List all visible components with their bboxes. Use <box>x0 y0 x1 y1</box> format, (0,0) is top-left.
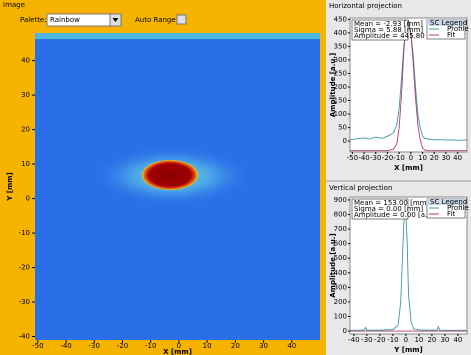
x-axis-label: X [mm] <box>394 164 423 172</box>
y-tick-label: 100 <box>334 110 347 118</box>
legend-label: Fit <box>447 31 455 39</box>
stats-box <box>351 198 409 220</box>
x-tick-label: 20 <box>427 336 436 344</box>
legend-label: Profile <box>447 25 469 33</box>
x-tick-label: 0 <box>404 336 408 344</box>
stat-text: Amplitude = 0.00 [a.u.] <box>354 211 437 219</box>
y-tick-label: 0 <box>343 327 347 335</box>
y-tick-label: 100 <box>334 313 347 321</box>
x-tick-label: 40 <box>453 154 462 162</box>
y-tick-label: 30 <box>21 91 30 99</box>
legend-title: SC Legend <box>430 198 467 206</box>
x-tick-label: -10 <box>145 342 156 350</box>
y-tick-label: 10 <box>21 160 30 168</box>
y-tick-label: 50 <box>338 124 347 132</box>
stat-text: Mean = 153.00 [mm] <box>354 199 429 207</box>
y-axis-label: Amplitude [a.u.] <box>329 233 337 297</box>
y-tick-label: 900 <box>334 196 347 204</box>
y-tick-label: 450 <box>334 15 347 23</box>
x-tick-label: -40 <box>60 342 71 350</box>
panel-title: Vertical projection <box>329 184 392 192</box>
x-tick-label: -50 <box>32 342 43 350</box>
x-tick-label: 30 <box>259 342 268 350</box>
y-tick-label: 500 <box>334 254 347 262</box>
y-tick-label: 350 <box>334 42 347 50</box>
legend-header <box>427 20 465 26</box>
x-tick-label: -20 <box>382 154 393 162</box>
x-tick-label: 30 <box>441 154 450 162</box>
stat-text: Sigma = 0.00 [mm] <box>354 205 423 213</box>
x-tick-label: -30 <box>361 336 372 344</box>
x-tick-label: 10 <box>414 336 423 344</box>
stat-text: Amplitude = 445.80 [a.u.] <box>354 32 446 40</box>
stat-text: Mean = -2.93 [mm] <box>354 20 423 28</box>
plot-area <box>349 17 468 153</box>
auto-range-label: Auto Range: <box>135 16 178 24</box>
legend-title: SC Legend <box>430 19 467 27</box>
palette-label: Palette: <box>20 16 47 24</box>
x-axis-label: X [mm] <box>163 348 192 355</box>
y-tick-label: 400 <box>334 269 347 277</box>
dropdown-arrow <box>112 18 119 22</box>
beam-core <box>142 160 198 190</box>
y-tick-label: -40 <box>19 333 30 341</box>
y-tick-label: 200 <box>334 83 347 91</box>
palette-value: Rainbow <box>50 16 80 24</box>
x-tick-label: -20 <box>117 342 128 350</box>
x-tick-label: 20 <box>430 154 439 162</box>
x-axis-label: Y [mm] <box>393 346 423 354</box>
stat-text: Sigma = 5.88 [mm] <box>354 26 423 34</box>
heatmap-edge <box>35 33 320 39</box>
x-tick-label: -50 <box>347 154 358 162</box>
y-tick-label: 0 <box>26 195 30 203</box>
x-tick-label: -10 <box>387 336 398 344</box>
legend-label: Profile <box>447 204 469 212</box>
x-tick-label: -10 <box>393 154 404 162</box>
x-tick-label: -20 <box>374 336 385 344</box>
y-tick-label: 300 <box>334 56 347 64</box>
y-tick-label: 250 <box>334 69 347 77</box>
y-axis-label: Amplitude [a.u.] <box>329 53 337 117</box>
auto-range-checkbox[interactable] <box>176 14 187 25</box>
x-tick-label: 40 <box>453 336 462 344</box>
x-tick-label: 20 <box>231 342 240 350</box>
y-tick-label: 200 <box>334 298 347 306</box>
stats-box <box>351 19 409 41</box>
panel-title: Horizontal projection <box>329 2 402 10</box>
y-tick-label: 20 <box>21 126 30 134</box>
x-tick-label: 30 <box>440 336 449 344</box>
y-tick-label: 150 <box>334 97 347 105</box>
y-tick-label: -10 <box>19 229 30 237</box>
plot-area <box>349 196 468 335</box>
y-tick-label: -30 <box>19 298 30 306</box>
series-line <box>350 20 467 152</box>
x-tick-label: -30 <box>89 342 100 350</box>
x-tick-label: 10 <box>203 342 212 350</box>
panel-title: Image <box>3 1 25 9</box>
y-tick-label: 40 <box>21 57 30 65</box>
legend-header <box>427 199 465 205</box>
y-tick-label: 600 <box>334 240 347 248</box>
legend-label: Fit <box>447 210 455 218</box>
y-tick-label: 400 <box>334 29 347 37</box>
y-tick-label: 0 <box>343 137 347 145</box>
x-tick-label: -40 <box>358 154 369 162</box>
x-tick-label: 0 <box>177 342 181 350</box>
y-tick-label: 800 <box>334 210 347 218</box>
y-tick-label: 300 <box>334 283 347 291</box>
x-tick-label: 0 <box>409 154 413 162</box>
y-axis-label: Y [mm] <box>6 172 14 202</box>
x-tick-label: -40 <box>348 336 359 344</box>
y-tick-label: -20 <box>19 264 30 272</box>
x-tick-label: 40 <box>287 342 296 350</box>
x-tick-label: -30 <box>370 154 381 162</box>
x-tick-label: 10 <box>418 154 427 162</box>
y-tick-label: 700 <box>334 225 347 233</box>
